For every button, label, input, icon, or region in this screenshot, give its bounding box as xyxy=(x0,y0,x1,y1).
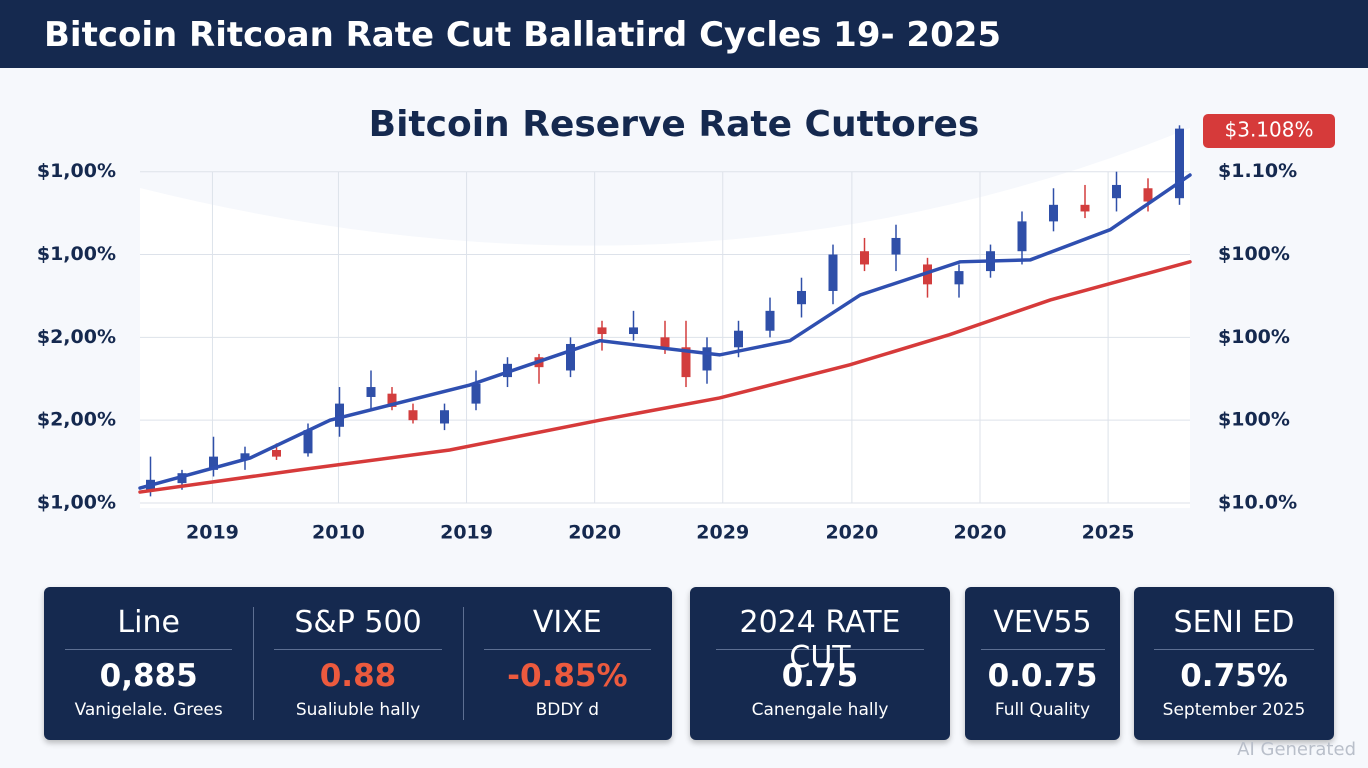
candle-body xyxy=(408,410,418,421)
stat-value: -0.85% xyxy=(507,658,628,694)
x-tick-label: 2019 xyxy=(440,522,493,544)
candle-body xyxy=(440,410,449,424)
stat-value: 0.88 xyxy=(319,658,397,694)
candle-body xyxy=(597,327,607,335)
candle-body xyxy=(681,347,691,378)
stat-label: VEV55 xyxy=(980,605,1105,650)
candle-body xyxy=(765,310,775,331)
stat-label: VIXE xyxy=(483,605,652,650)
x-tick-label: 2020 xyxy=(825,522,878,544)
y2-tick-label: $10.0% xyxy=(1218,492,1297,514)
line-series xyxy=(138,260,1192,494)
stat: S&P 500 0.88 Sualiuble hally xyxy=(253,587,462,740)
candle-body xyxy=(240,453,250,460)
candle-body xyxy=(366,387,376,397)
y2-tick-label: $100% xyxy=(1218,243,1290,265)
y2-tick-label: $100% xyxy=(1218,409,1290,431)
candle-body xyxy=(954,271,964,285)
annotation: $3.108% xyxy=(1225,118,1314,142)
stat-caption: Sualiuble hally xyxy=(295,700,421,720)
candle-body xyxy=(272,449,281,457)
candle-body xyxy=(797,290,806,305)
candle-body xyxy=(629,327,638,335)
y2-tick-label: $100% xyxy=(1218,326,1290,348)
stat-value: 0.75 xyxy=(781,658,859,694)
y-tick-label: $1,00% xyxy=(37,243,116,265)
panel: Line 0,885 Vanigelale. Grees S&P 500 0.88 Sua… xyxy=(44,587,672,740)
candle-body xyxy=(734,330,743,348)
x-tick-label: 2019 xyxy=(186,522,239,544)
x-tick-label: 2020 xyxy=(568,522,621,544)
x-tick-label: 2029 xyxy=(696,522,749,544)
x-tick-label: 2020 xyxy=(954,522,1007,544)
stat: VIXE -0.85% BDDY d xyxy=(462,587,672,740)
candle-body xyxy=(1112,184,1121,199)
stat-label: Line xyxy=(64,605,233,650)
header-title: Bitcoin Ritcoan Rate Cut Ballatird Cycle… xyxy=(0,0,1368,68)
candle-body xyxy=(566,343,575,371)
stat-caption: September 2025 xyxy=(1162,700,1306,720)
y-tick-label: $1,00% xyxy=(37,492,116,514)
x-tick-label: 2010 xyxy=(312,522,365,544)
stat-value: 0.0.75 xyxy=(987,658,1098,694)
stat-value: 0.75% xyxy=(1180,658,1288,694)
candle-body xyxy=(1017,221,1027,252)
x-tick-label: 2025 xyxy=(1082,522,1135,544)
stat: 2024 RATE CUT 0.75 Canengale hally xyxy=(690,587,950,740)
candle-body xyxy=(471,383,481,404)
candle-body xyxy=(1049,204,1058,222)
candle-body xyxy=(1080,204,1090,212)
stat-label: S&P 500 xyxy=(274,605,442,650)
candle-body xyxy=(335,403,344,427)
watermark: AI Generated xyxy=(1237,739,1356,760)
panel: VEV55 0.0.75 Full Quality xyxy=(965,587,1120,740)
candle-body xyxy=(1143,188,1153,202)
chart: Bitcoin Reserve Rate Cuttores $3.108% $1… xyxy=(37,104,1335,544)
panel: SENI ED 0.75% September 2025 xyxy=(1134,587,1334,740)
stat: VEV55 0.0.75 Full Quality xyxy=(965,587,1120,740)
stat: Line 0,885 Vanigelale. Grees xyxy=(44,587,253,740)
stat-caption: Canengale hally xyxy=(751,700,889,720)
line-series xyxy=(138,173,1192,490)
stat-caption: BDDY d xyxy=(535,700,600,720)
stat-caption: Vanigelale. Grees xyxy=(74,700,223,720)
stat: SENI ED 0.75% September 2025 xyxy=(1134,587,1334,740)
candle-body xyxy=(209,456,218,470)
candle-body xyxy=(702,347,712,371)
stat-label: SENI ED xyxy=(1154,605,1314,650)
candle-body xyxy=(828,254,838,291)
candle-body xyxy=(1175,128,1184,199)
candle-body xyxy=(303,430,313,454)
panel: 2024 RATE CUT 0.75 Canengale hally xyxy=(690,587,950,740)
candle-body xyxy=(860,251,869,265)
y-tick-label: $2,00% xyxy=(37,409,116,431)
candle-body xyxy=(891,237,901,255)
annotation-box xyxy=(1203,114,1335,148)
stat-label: 2024 RATE CUT xyxy=(716,605,924,675)
candle-body xyxy=(660,337,670,348)
chart-title: Bitcoin Reserve Rate Cuttores xyxy=(369,104,980,145)
background-wave xyxy=(140,128,1190,508)
y-tick-label: $1,00% xyxy=(37,160,116,182)
candle-body xyxy=(387,393,397,407)
y-tick-label: $2,00% xyxy=(37,326,116,348)
stat-value: 0,885 xyxy=(99,658,198,694)
stat-caption: Full Quality xyxy=(994,700,1091,720)
y2-tick-label: $1.10% xyxy=(1218,160,1297,182)
